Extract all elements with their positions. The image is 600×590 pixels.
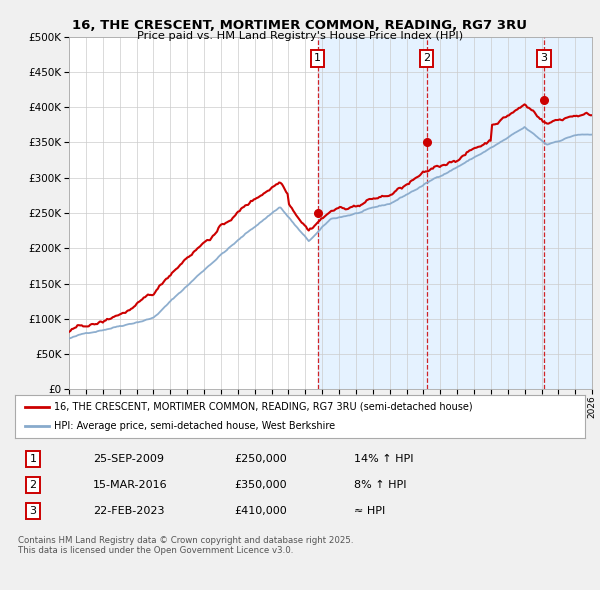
- Text: 8% ↑ HPI: 8% ↑ HPI: [354, 480, 407, 490]
- Text: 3: 3: [541, 54, 547, 64]
- Text: 16, THE CRESCENT, MORTIMER COMMON, READING, RG7 3RU: 16, THE CRESCENT, MORTIMER COMMON, READI…: [73, 19, 527, 32]
- Text: £250,000: £250,000: [234, 454, 287, 464]
- Text: 16, THE CRESCENT, MORTIMER COMMON, READING, RG7 3RU (semi-detached house): 16, THE CRESCENT, MORTIMER COMMON, READI…: [54, 402, 472, 412]
- Text: 1: 1: [29, 454, 37, 464]
- Text: Price paid vs. HM Land Registry's House Price Index (HPI): Price paid vs. HM Land Registry's House …: [137, 31, 463, 41]
- Bar: [317, 37, 592, 389]
- Text: Contains HM Land Registry data © Crown copyright and database right 2025.
This d: Contains HM Land Registry data © Crown c…: [18, 536, 353, 555]
- Text: 22-FEB-2023: 22-FEB-2023: [93, 506, 164, 516]
- Text: 2: 2: [423, 54, 430, 64]
- Text: HPI: Average price, semi-detached house, West Berkshire: HPI: Average price, semi-detached house,…: [54, 421, 335, 431]
- Text: 3: 3: [29, 506, 37, 516]
- Text: 1: 1: [314, 54, 321, 64]
- Text: 25-SEP-2009: 25-SEP-2009: [93, 454, 164, 464]
- Text: £410,000: £410,000: [234, 506, 287, 516]
- Text: 15-MAR-2016: 15-MAR-2016: [93, 480, 167, 490]
- Text: 2: 2: [29, 480, 37, 490]
- Text: 14% ↑ HPI: 14% ↑ HPI: [354, 454, 413, 464]
- Text: £350,000: £350,000: [234, 480, 287, 490]
- Text: ≈ HPI: ≈ HPI: [354, 506, 385, 516]
